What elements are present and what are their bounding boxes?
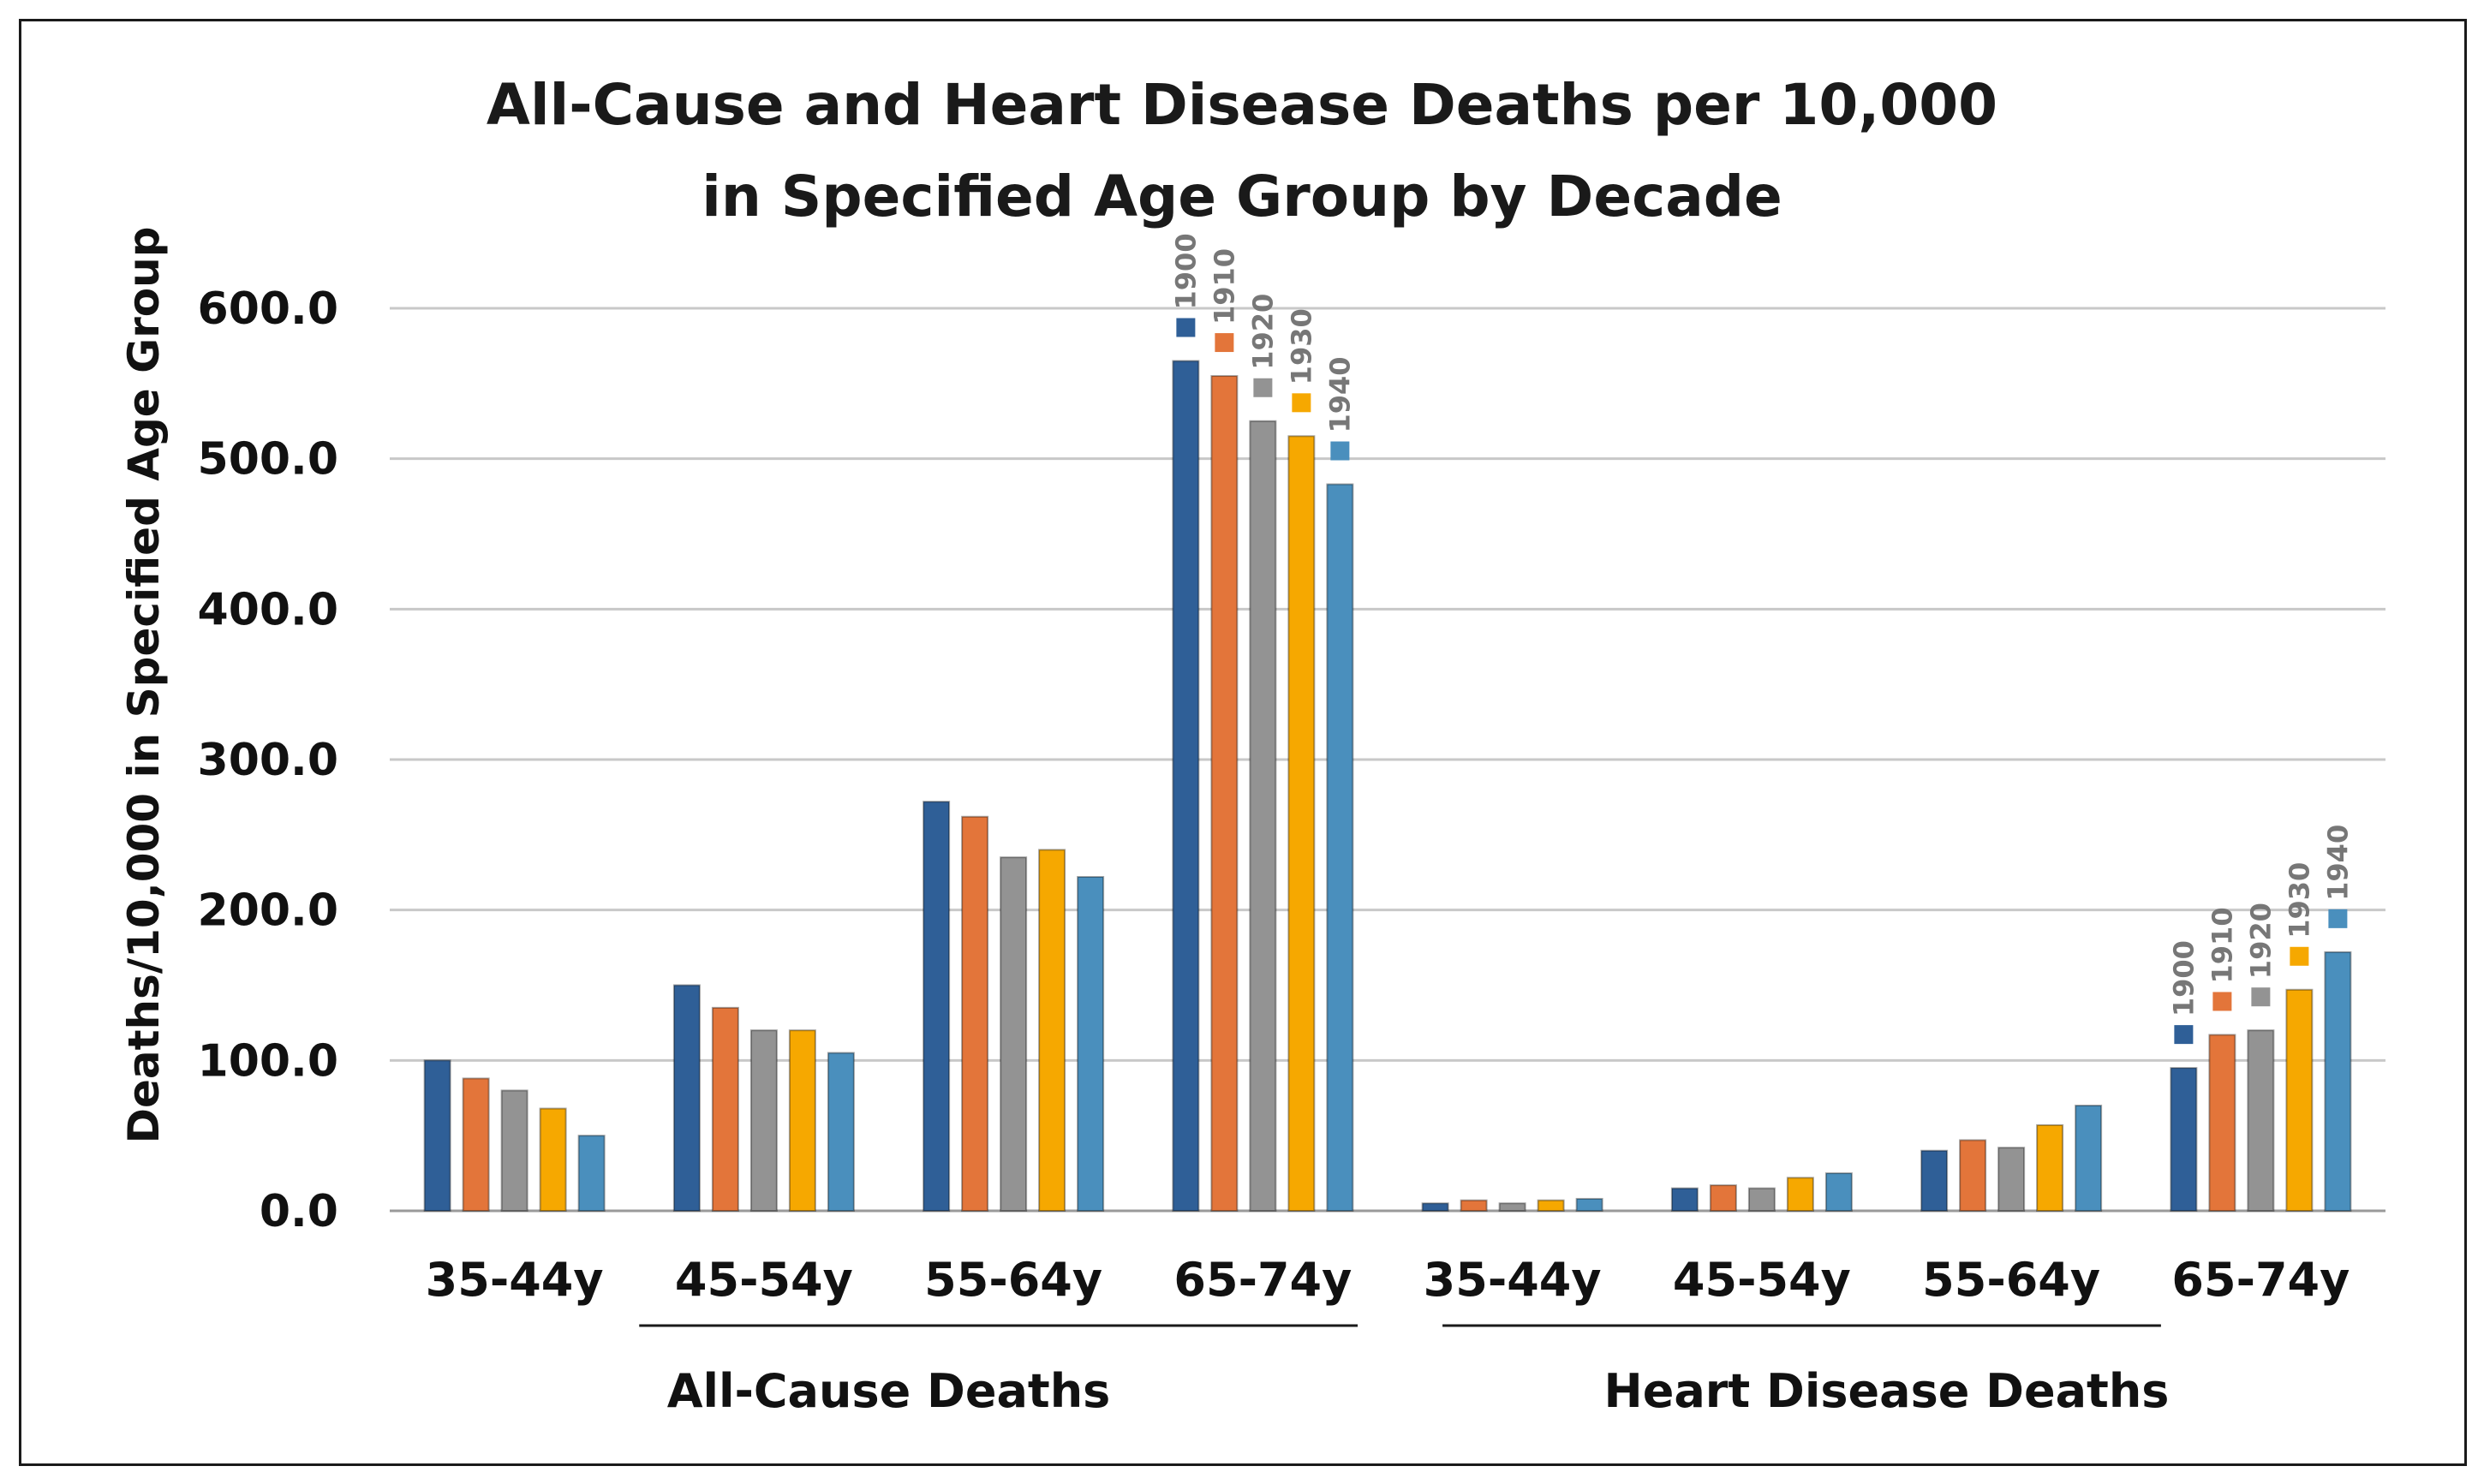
bar-1900-4 bbox=[1172, 360, 1200, 1212]
bar-1930-5 bbox=[1537, 1199, 1565, 1213]
legend-swatch-1920 bbox=[1253, 378, 1273, 397]
legend-label-1900: 1900 bbox=[1169, 233, 1202, 309]
y-tick-label: 100.0 bbox=[198, 1035, 338, 1087]
bar-1900-8 bbox=[2170, 1067, 2198, 1213]
y-tick-label: 300.0 bbox=[198, 735, 338, 786]
category-axis-labels: 35-44y 45-54y 55-64y 65-74y 35-44y 45-54y 55-6… bbox=[426, 1253, 2350, 1307]
bar-1940-3 bbox=[1077, 876, 1105, 1213]
bar-1930-4 bbox=[1287, 435, 1316, 1213]
bar-1940-5 bbox=[1575, 1197, 1603, 1212]
bar-1910-1 bbox=[462, 1077, 490, 1212]
chart-frame bbox=[19, 19, 2467, 1466]
legend-label-1930: 1930 bbox=[2283, 862, 2315, 939]
bar-1930-3 bbox=[1038, 849, 1066, 1213]
bar-1900-3 bbox=[923, 801, 951, 1212]
y-tick-label: 400.0 bbox=[198, 584, 338, 635]
legend-swatch-1910 bbox=[2212, 992, 2232, 1011]
y-axis-title: Deaths/10,000 in Specified Age Group bbox=[119, 226, 169, 1143]
bar-1940-8 bbox=[2324, 951, 2352, 1213]
bar-1920-7 bbox=[1997, 1147, 2026, 1212]
category-label: 45-54y bbox=[675, 1253, 853, 1307]
legend-swatch-1930 bbox=[2290, 946, 2309, 966]
chart-title-line-2: in Specified Age Group by Decade bbox=[702, 164, 1782, 229]
legend-label-1900: 1900 bbox=[2167, 940, 2200, 1016]
bar-1940-1 bbox=[577, 1135, 606, 1212]
category-label: 35-44y bbox=[1424, 1253, 1602, 1307]
bar-1940-7 bbox=[2075, 1105, 2103, 1212]
legend-swatch-1900 bbox=[1176, 318, 1196, 337]
bar-1920-6 bbox=[1747, 1187, 1776, 1213]
y-tick-label: 200.0 bbox=[198, 885, 338, 937]
group-label: Heart Disease Deaths bbox=[1604, 1364, 2170, 1418]
legend-label-1940: 1940 bbox=[1323, 356, 1356, 432]
legend-swatch-1930 bbox=[1292, 393, 1311, 413]
bar-1920-4 bbox=[1249, 420, 1277, 1212]
bar-1920-8 bbox=[2247, 1029, 2275, 1212]
legend-swatch-1900 bbox=[2174, 1025, 2194, 1045]
y-tick-label: 500.0 bbox=[198, 434, 338, 486]
legend-label-1910: 1910 bbox=[2206, 907, 2238, 983]
bars bbox=[423, 360, 2352, 1213]
y-tick-label: 0.0 bbox=[260, 1186, 338, 1237]
bar-1940-4 bbox=[1326, 483, 1354, 1212]
legend-label-1920: 1920 bbox=[2244, 903, 2277, 979]
y-axis-ticks: 0.0 100.0 200.0 300.0 400.0 500.0 600.0 bbox=[198, 283, 338, 1237]
bar-1910-5 bbox=[1460, 1199, 1488, 1213]
chart-title-line-1: All-Cause and Heart Disease Deaths per 1… bbox=[487, 72, 1997, 138]
bar-1900-5 bbox=[1421, 1202, 1449, 1213]
bar-1900-6 bbox=[1670, 1187, 1699, 1213]
category-label: 55-64y bbox=[924, 1253, 1102, 1307]
legend-label-1910: 1910 bbox=[1208, 248, 1240, 325]
bar-1910-4 bbox=[1210, 375, 1239, 1212]
bar-1910-6 bbox=[1709, 1184, 1737, 1213]
bar-1900-7 bbox=[1920, 1149, 1949, 1212]
group-label: All-Cause Deaths bbox=[667, 1364, 1111, 1418]
bar-1900-2 bbox=[672, 984, 701, 1212]
bar-1930-1 bbox=[539, 1107, 567, 1212]
category-label: 65-74y bbox=[1173, 1253, 1352, 1307]
category-label: 65-74y bbox=[2171, 1253, 2350, 1307]
legend-label-1930: 1930 bbox=[1285, 308, 1317, 384]
bar-1910-7 bbox=[1959, 1139, 1987, 1212]
bar-1940-6 bbox=[1824, 1172, 1853, 1213]
bar-1930-7 bbox=[2036, 1123, 2064, 1212]
group-axis-labels: All-Cause Deaths Heart Disease Deaths bbox=[639, 1324, 2170, 1418]
bar-1900-1 bbox=[423, 1059, 451, 1213]
legend-swatch-1940 bbox=[2328, 909, 2348, 928]
bar-1920-5 bbox=[1498, 1202, 1526, 1213]
legend-label-1940: 1940 bbox=[2321, 825, 2354, 901]
category-label: 55-64y bbox=[1922, 1253, 2100, 1307]
y-tick-label: 600.0 bbox=[198, 283, 338, 335]
legend-swatch-1920 bbox=[2251, 987, 2271, 1007]
bar-1920-3 bbox=[1000, 856, 1028, 1213]
category-label: 45-54y bbox=[1673, 1253, 1851, 1307]
bar-1910-2 bbox=[711, 1006, 739, 1212]
category-label: 35-44y bbox=[426, 1253, 604, 1307]
bar-1930-8 bbox=[2285, 988, 2314, 1213]
bar-1930-6 bbox=[1786, 1177, 1814, 1213]
bar-1920-2 bbox=[749, 1029, 778, 1212]
legend-label-1920: 1920 bbox=[1246, 294, 1279, 370]
legend-swatch-1940 bbox=[1330, 441, 1350, 461]
bar-1920-1 bbox=[500, 1089, 528, 1213]
bar-1930-2 bbox=[788, 1029, 816, 1212]
bar-1910-3 bbox=[961, 815, 989, 1213]
bar-1910-8 bbox=[2208, 1034, 2236, 1212]
legend-swatch-1910 bbox=[1215, 333, 1234, 353]
bar-1940-2 bbox=[827, 1052, 855, 1213]
